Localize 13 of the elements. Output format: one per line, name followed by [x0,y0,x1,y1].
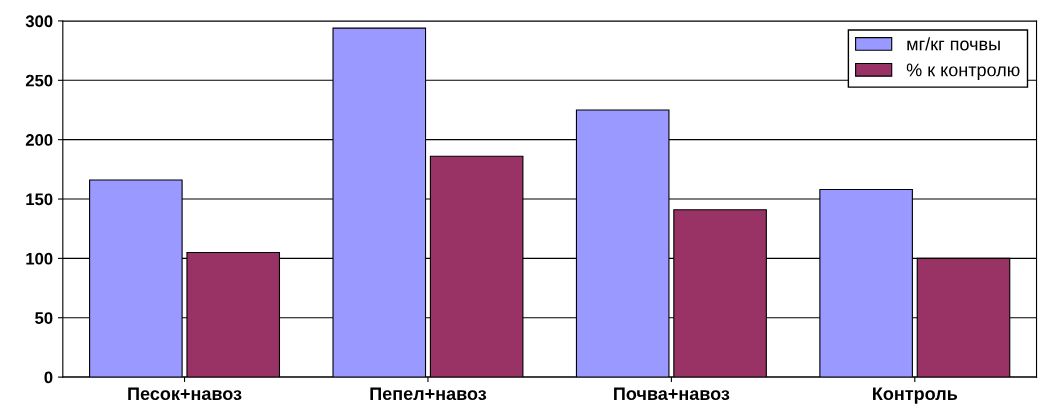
y-tick-label: 300 [25,15,53,28]
y-tick-label: 100 [26,252,53,265]
x-tick-label: Почва+навоз [614,387,730,401]
y-tick-label: 0 [44,371,53,384]
x-tick-label: Песок+навоз [128,387,242,401]
y-tick-label: 250 [25,74,53,87]
legend-label: мг/кг почвы [907,37,1000,51]
x-tick-label: Контроль [873,387,958,404]
y-tick-label: 50 [35,312,53,324]
x-tick-label: Пепел+навоз [370,387,487,401]
legend-label: % к контролю [906,63,1020,80]
y-tick-label: 200 [25,134,53,146]
y-tick-label: 150 [26,193,53,206]
